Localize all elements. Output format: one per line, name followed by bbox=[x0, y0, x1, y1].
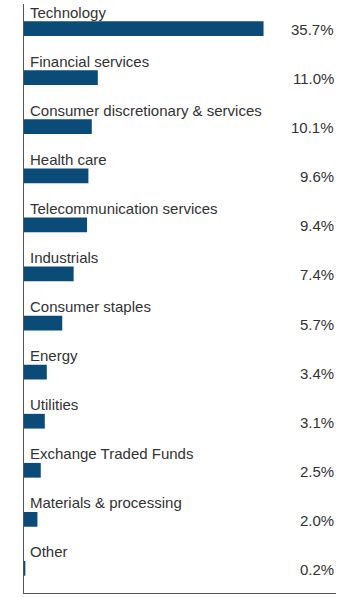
svg-text:Utilities: Utilities bbox=[30, 396, 78, 413]
svg-text:9.4%: 9.4% bbox=[300, 217, 334, 234]
svg-text:9.6%: 9.6% bbox=[300, 168, 334, 185]
svg-text:Other: Other bbox=[30, 543, 68, 560]
svg-text:Financial services: Financial services bbox=[30, 53, 149, 70]
svg-text:3.1%: 3.1% bbox=[300, 414, 334, 431]
svg-text:35.7%: 35.7% bbox=[291, 21, 334, 38]
svg-text:Technology: Technology bbox=[30, 4, 106, 21]
svg-text:5.7%: 5.7% bbox=[300, 316, 334, 333]
svg-text:2.5%: 2.5% bbox=[300, 463, 334, 480]
svg-text:Energy: Energy bbox=[30, 347, 78, 364]
svg-text:7.4%: 7.4% bbox=[300, 266, 334, 283]
svg-text:Consumer staples: Consumer staples bbox=[30, 298, 151, 315]
svg-text:10.1%: 10.1% bbox=[291, 119, 334, 136]
svg-text:Health care: Health care bbox=[30, 151, 107, 168]
svg-text:Telecommunication services: Telecommunication services bbox=[30, 200, 218, 217]
svg-text:2.0%: 2.0% bbox=[300, 512, 334, 529]
svg-text:Consumer discretionary & servi: Consumer discretionary & services bbox=[30, 102, 262, 119]
svg-text:Industrials: Industrials bbox=[30, 249, 98, 266]
svg-text:3.4%: 3.4% bbox=[300, 365, 334, 382]
svg-text:Materials & processing: Materials & processing bbox=[30, 494, 182, 511]
svg-text:Exchange Traded Funds: Exchange Traded Funds bbox=[30, 445, 193, 462]
svg-text:11.0%: 11.0% bbox=[293, 70, 334, 87]
svg-text:0.2%: 0.2% bbox=[300, 561, 334, 578]
